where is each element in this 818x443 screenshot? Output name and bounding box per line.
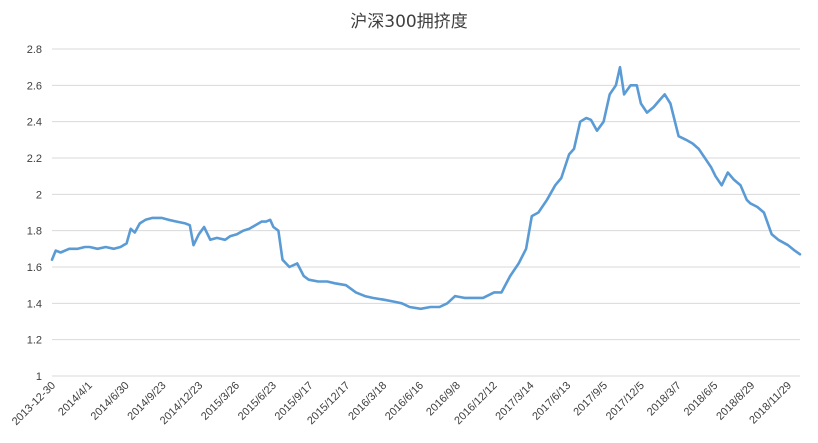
x-tick-label: 2015/3/26 — [199, 380, 242, 423]
x-tick-label: 2014/6/30 — [89, 380, 132, 423]
x-tick-label: 2015/6/23 — [236, 380, 279, 423]
y-tick-label: 1.8 — [27, 226, 42, 238]
series-line — [50, 65, 802, 311]
x-axis-tick-labels: 2013-12-302014/4/12014/6/302014/9/232014… — [10, 380, 794, 428]
y-tick-label: 2.8 — [27, 44, 42, 56]
gridlines — [52, 48, 800, 377]
y-tick-label: 1.4 — [27, 298, 42, 310]
y-tick-label: 1 — [36, 371, 42, 383]
y-tick-label: 2.2 — [27, 153, 42, 165]
x-tick-label: 2016/3/18 — [346, 380, 389, 423]
y-tick-label: 2.6 — [27, 80, 42, 92]
y-axis-tick-labels: 1 1.2 1.4 1.6 1.8 2 2.2 2.4 2.6 2.8 — [27, 44, 42, 383]
x-tick-label: 2013-12-30 — [10, 380, 58, 428]
x-tick-label: 2017/12/5 — [604, 380, 647, 423]
chart-title: 沪深300拥挤度 — [350, 12, 467, 32]
y-tick-label: 1.2 — [27, 335, 42, 347]
x-tick-label: 2017/3/14 — [493, 380, 536, 423]
x-tick-label: 2016/6/16 — [383, 380, 426, 423]
x-tick-label: 2017/6/13 — [530, 380, 573, 423]
y-tick-label: 2.4 — [27, 117, 42, 129]
y-tick-label: 2 — [36, 189, 42, 201]
x-tick-label: 2018/3/7 — [645, 380, 684, 419]
y-tick-label: 1.6 — [27, 262, 42, 274]
